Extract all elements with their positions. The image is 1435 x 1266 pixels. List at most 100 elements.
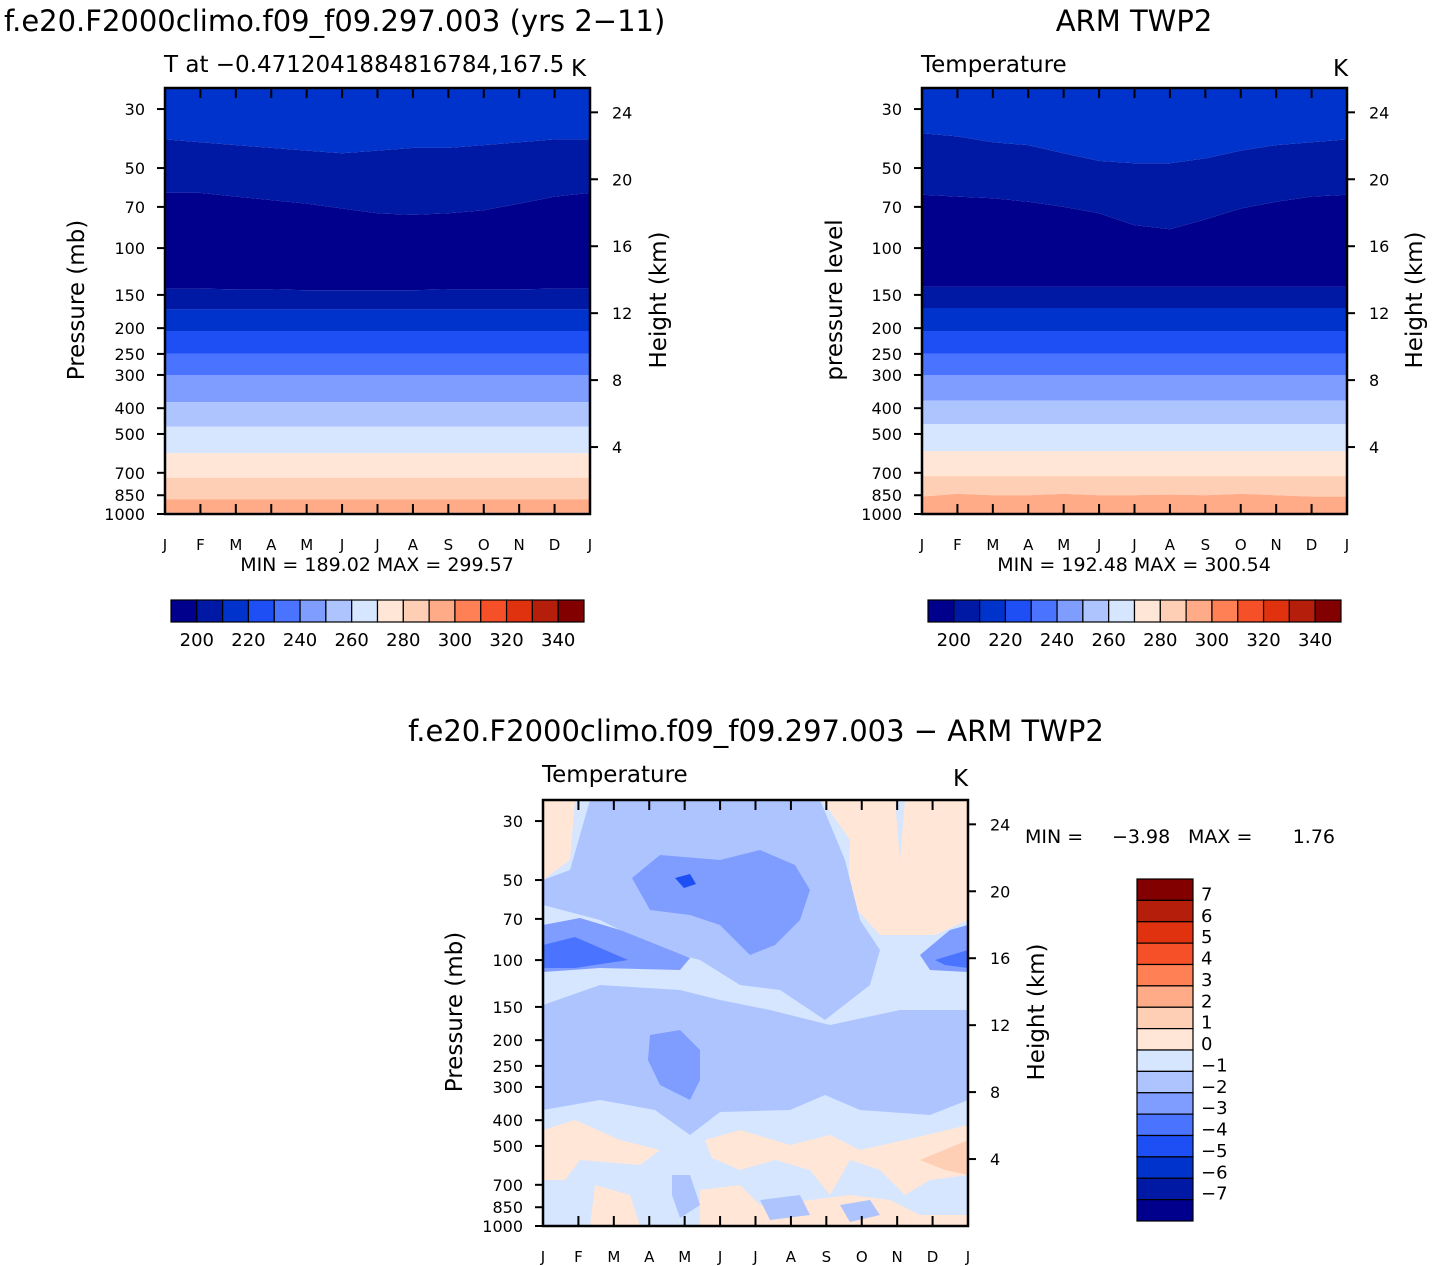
y-tick-label: 700 xyxy=(492,1176,523,1195)
colorbar-tick-label: 320 xyxy=(489,630,523,651)
y-tick-label: 400 xyxy=(114,399,145,418)
y-tick-label: 150 xyxy=(492,998,523,1017)
x-tick-label: M xyxy=(607,1248,620,1266)
x-tick-label: A xyxy=(786,1248,797,1266)
x-tick-label: S xyxy=(1201,536,1211,554)
colorbar-tick-label: −6 xyxy=(1201,1162,1228,1183)
panel-diff-ticks: J F M A M J J A S O N D J 30 50 70 100 150 200 250 300 400 500… xyxy=(482,800,1010,1266)
y2-tick-label: 24 xyxy=(1369,103,1389,122)
colorbar-swatch xyxy=(953,599,981,623)
y-tick-label: 200 xyxy=(492,1031,523,1050)
y-tick-label: 250 xyxy=(871,345,902,364)
colorbar-tick-label: 280 xyxy=(386,630,420,651)
y-tick-label: 50 xyxy=(882,159,902,178)
colorbar-tick-label: 260 xyxy=(1092,630,1126,651)
y-tick-label: 1000 xyxy=(104,505,145,524)
x-tick-label: F xyxy=(953,536,962,554)
panel-model-contour-field xyxy=(165,88,590,514)
x-tick-label: F xyxy=(196,536,205,554)
colorbar-swatch xyxy=(1133,599,1161,623)
y-tick-label: 850 xyxy=(492,1198,523,1217)
x-tick-label: F xyxy=(574,1248,583,1266)
y-tick-label: 100 xyxy=(871,239,902,258)
panel-obs-title: ARM TWP2 xyxy=(1056,4,1213,38)
x-tick-label: O xyxy=(1235,536,1247,554)
y-tick-label: 500 xyxy=(871,425,902,444)
panel-model-right-label: K xyxy=(571,56,587,82)
colorbar-swatch xyxy=(428,599,456,623)
x-tick-label: A xyxy=(1023,536,1034,554)
panel-obs-y-axis-title: pressure level xyxy=(822,219,848,380)
panel-obs-colorbar: 200 220 240 260 280 300 320 340 xyxy=(927,599,1342,651)
y-tick-label: 70 xyxy=(503,910,523,929)
colorbar-tick-label: −2 xyxy=(1201,1077,1228,1098)
panel-obs-ticks: J F M A M J J A S O N D J 30 50 70 100 150 200 250 300 400 500… xyxy=(861,88,1389,554)
colorbar-swatch xyxy=(1136,1028,1194,1051)
colorbar-swatch xyxy=(1136,942,1194,966)
colorbar-swatch xyxy=(247,599,275,623)
x-tick-label: O xyxy=(478,536,490,554)
panel-model-stats: MIN = 189.02 MAX = 299.57 xyxy=(240,554,514,576)
x-tick-label: D xyxy=(927,1248,939,1266)
colorbar-tick-label: 280 xyxy=(1143,630,1177,651)
colorbar-tick-label: 220 xyxy=(231,630,265,651)
x-tick-label: A xyxy=(408,536,419,554)
x-tick-label: A xyxy=(1165,536,1176,554)
colorbar-swatch xyxy=(1136,985,1194,1008)
colorbar-swatch xyxy=(1262,599,1290,623)
y-tick-label: 150 xyxy=(871,286,902,305)
x-tick-label: A xyxy=(266,536,277,554)
colorbar-tick-label: 340 xyxy=(1298,630,1332,651)
colorbar-swatch xyxy=(1136,1156,1194,1179)
colorbar-tick-label: −3 xyxy=(1201,1098,1228,1119)
x-tick-label: J xyxy=(374,536,379,554)
y-tick-label: 850 xyxy=(114,486,145,505)
colorbar-swatch xyxy=(1136,1113,1194,1137)
x-tick-label: M xyxy=(1057,536,1070,554)
x-tick-label: J xyxy=(1344,536,1349,554)
y2-tick-label: 8 xyxy=(990,1083,1000,1102)
colorbar-tick-label: 7 xyxy=(1201,884,1212,905)
panel-diff-left-label: Temperature xyxy=(541,762,688,788)
colorbar-tick-label: 2 xyxy=(1201,991,1212,1012)
panel-model: f.e20.F2000climo.f09_f09.297.003 (yrs 2−… xyxy=(4,4,672,651)
x-tick-label: M xyxy=(229,536,242,554)
x-tick-label: J xyxy=(587,536,592,554)
panel-diff-stats-min-label: MIN = xyxy=(1025,826,1083,848)
colorbar-swatch xyxy=(505,599,533,623)
y-tick-label: 30 xyxy=(882,100,902,119)
panel-obs-right-label: K xyxy=(1333,56,1349,82)
y2-tick-label: 12 xyxy=(1369,304,1389,323)
colorbar-swatch xyxy=(927,599,955,623)
colorbar-tick-label: 4 xyxy=(1201,949,1212,970)
x-tick-label: J xyxy=(965,1248,970,1266)
panel-diff-title: f.e20.F2000climo.f09_f09.297.003 − ARM T… xyxy=(408,714,1104,748)
colorbar-tick-label: −7 xyxy=(1201,1184,1228,1205)
y2-tick-label: 8 xyxy=(1369,371,1379,390)
y-tick-label: 700 xyxy=(114,464,145,483)
panel-model-left-label: T at −0.4712041884816784,167.5 xyxy=(163,52,564,78)
colorbar-swatch xyxy=(1185,599,1213,623)
x-tick-label: J xyxy=(1096,536,1101,554)
x-tick-label: M xyxy=(300,536,313,554)
colorbar-swatch xyxy=(1082,599,1110,623)
colorbar-swatch xyxy=(480,599,508,623)
colorbar-tick-label: 300 xyxy=(438,630,472,651)
y-tick-label: 1000 xyxy=(482,1217,523,1236)
panel-obs: ARM TWP2 Temperature K J F M A M J J A S O N D J 30 50… xyxy=(822,4,1428,651)
colorbar-swatch xyxy=(1136,1134,1194,1158)
x-tick-label: N xyxy=(1271,536,1282,554)
colorbar-swatch xyxy=(557,599,585,623)
x-tick-label: M xyxy=(986,536,999,554)
y-tick-label: 1000 xyxy=(861,505,902,524)
colorbar-tick-label: −4 xyxy=(1201,1120,1228,1141)
x-tick-label: J xyxy=(919,536,924,554)
colorbar-tick-label: 240 xyxy=(1040,630,1074,651)
colorbar-swatch xyxy=(1211,599,1239,623)
y2-tick-label: 8 xyxy=(612,371,622,390)
colorbar-swatch xyxy=(1136,1006,1194,1030)
colorbar-tick-label: 1 xyxy=(1201,1013,1212,1034)
panel-diff-right-label: K xyxy=(953,766,969,792)
colorbar-tick-label: 6 xyxy=(1201,906,1212,927)
